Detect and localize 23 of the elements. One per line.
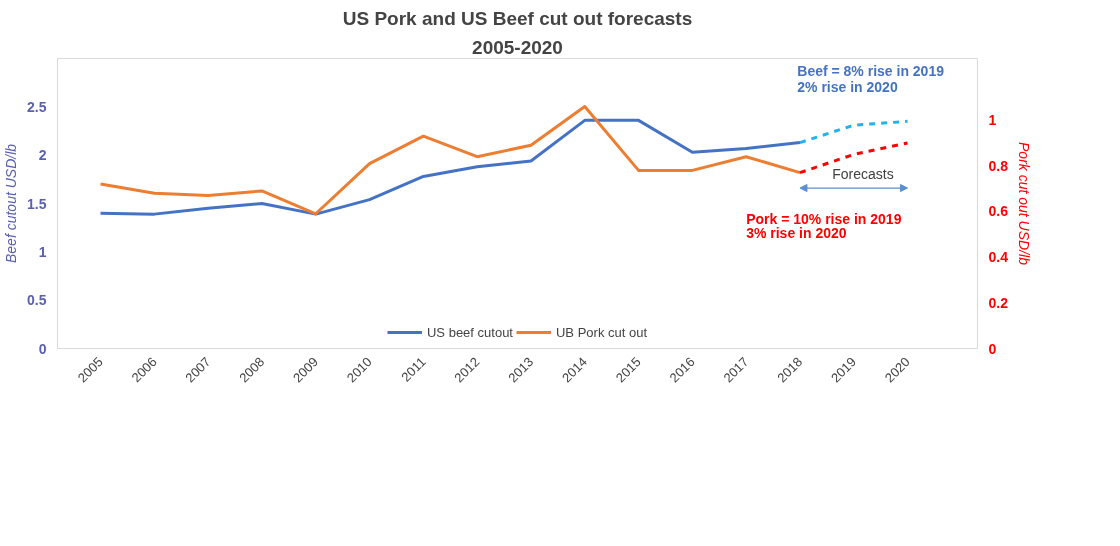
y-tick-label: 2 — [38, 147, 47, 164]
annotation: 3% rise in 2020 — [746, 225, 847, 242]
chart-title: US Pork and US Beef cut out forecasts — [342, 7, 693, 29]
chart-subtitle: 2005-2020 — [472, 36, 563, 58]
legend-label: US beef cutout — [426, 324, 513, 340]
annotation: Pork = 10% rise in 2019 — [746, 210, 902, 227]
y-tick-label: 1.5 — [27, 195, 47, 212]
y2-tick-label: 0 — [988, 340, 997, 357]
legend-label: UB Pork cut out — [555, 324, 648, 340]
y-tick-label: 1 — [38, 243, 47, 260]
y-axis-title: Beef cutout USD/lb — [3, 143, 20, 264]
y-tick-label: 0 — [38, 340, 47, 357]
y2-tick-label: 0.2 — [988, 294, 1009, 311]
y2-tick-label: 0.8 — [988, 157, 1009, 174]
y2-tick-label: 0.4 — [988, 249, 1009, 266]
y2-axis-title: Pork cut out USD/lb — [1015, 142, 1032, 266]
y2-tick-label: 1 — [988, 112, 997, 129]
y-tick-label: 2.5 — [27, 98, 47, 115]
annotation: Forecasts — [832, 165, 894, 182]
annotation: 2% rise in 2020 — [797, 79, 898, 96]
y-tick-label: 0.5 — [27, 292, 47, 309]
annotation: Beef = 8% rise in 2019 — [797, 63, 945, 80]
y2-tick-label: 0.6 — [988, 203, 1009, 220]
